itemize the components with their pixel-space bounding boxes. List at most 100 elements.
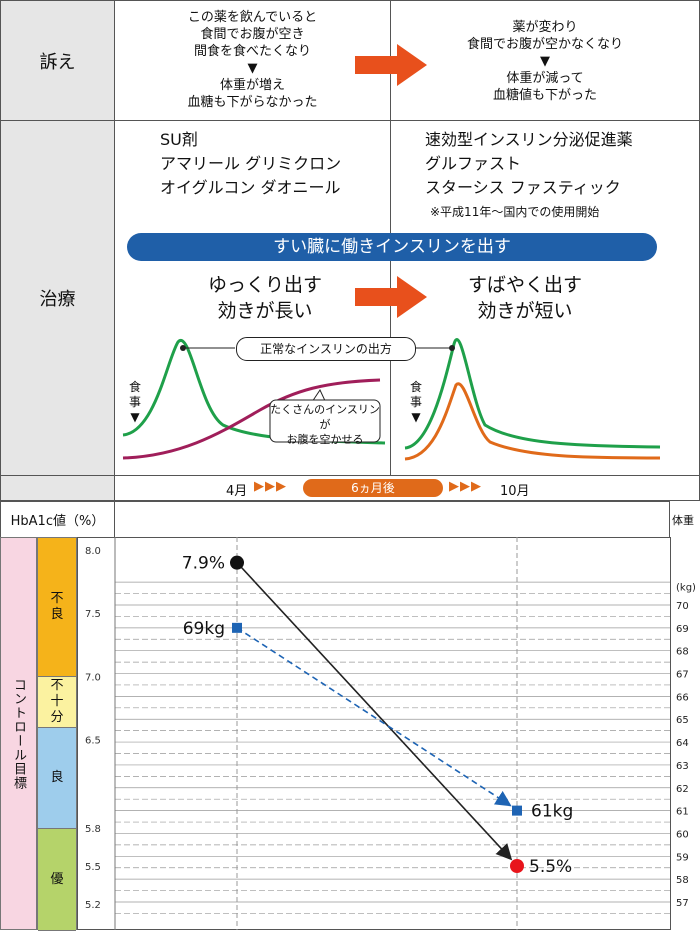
callout-line: お腹を空かせる <box>286 433 364 446</box>
band-3: 優 <box>38 829 76 931</box>
hba1c-tick: 5.5 <box>85 862 101 873</box>
weight-header: 体重 <box>672 514 694 527</box>
meal-label-left: 食事 ▼ <box>128 380 142 425</box>
hba1c-line <box>236 562 513 861</box>
after-drug-line: スターシス ファスティック <box>425 178 621 197</box>
complaint-after-line: 血糖値も下がった <box>492 88 597 103</box>
hba1c-tick: 7.5 <box>85 609 101 620</box>
before-drug-list: SU剤アマリール グリミクロン オイグルコン ダオニール <box>160 128 341 200</box>
band-label: 不十分 <box>50 678 64 726</box>
treatment-arrow-icon <box>355 276 427 318</box>
complaint-after-line: 食間でお腹が空かなくなり <box>466 37 623 52</box>
weight-tick: 60 <box>676 829 689 840</box>
before-drug-line: オイグルコン ダオニール <box>160 178 341 197</box>
band-1: 不十分 <box>38 677 76 728</box>
insulin-curves <box>122 338 661 461</box>
treatment-label: 治療 <box>39 289 76 310</box>
control-target-label: コントロール目標 <box>0 537 37 930</box>
weight-tick: 61 <box>676 807 689 818</box>
hba1c-label-start: 7.9% <box>182 554 225 574</box>
band-2: 良 <box>38 727 76 830</box>
weight-line <box>236 627 512 807</box>
after-drug-list: 速効型インスリン分泌促進薬 グルファストスターシス ファスティック <box>425 128 633 200</box>
complaint-after-line: ▼ <box>540 54 550 69</box>
weight-label-start: 69kg <box>183 619 225 639</box>
header-strip <box>114 501 670 538</box>
complaint-after-line: 薬が変わり <box>512 20 578 35</box>
after-effect-line: 効きが短い <box>477 300 573 322</box>
treatment-row-label: 治療 <box>0 120 115 476</box>
weight-tick: 68 <box>676 647 689 658</box>
weight-label-end: 61kg <box>531 802 573 822</box>
after-drug-line: 速効型インスリン分泌促進薬 <box>425 130 633 149</box>
complaint-before: この薬を飲んでいると 食間でお腹が空き 間食を食べたくなり ▼ 体重が増え 血糖も下がらな… <box>114 0 391 121</box>
weight-tick: 58 <box>676 875 689 886</box>
hba1c-label-end: 5.5% <box>529 857 572 877</box>
hba1c-header: HbA1c値（%） <box>0 501 115 538</box>
weight-tick: 69 <box>676 624 689 635</box>
timeline-end: 10月 <box>500 484 530 499</box>
meal-left-line: 食 <box>128 380 141 394</box>
meal-right-line: 事 <box>409 395 422 409</box>
before-effect-line: ゆっくり出す <box>207 274 322 296</box>
normal-curve-right <box>404 338 661 450</box>
band-label: 不良 <box>50 591 64 623</box>
hba1c-tick: 8.0 <box>85 546 101 557</box>
complaint-label: 訴え <box>39 51 76 73</box>
meal-right-line: ▼ <box>411 410 421 424</box>
weight-point-start <box>232 622 242 633</box>
meal-left-line: 事 <box>128 395 141 409</box>
after-effect-line: すばやく出す <box>467 274 582 296</box>
hba1c-tick: 6.5 <box>85 736 101 747</box>
hba1c-point-start <box>230 555 244 570</box>
timeline-arrows-right: ▶▶▶ <box>449 479 482 494</box>
weight-point-end <box>512 805 522 816</box>
after-note: ※平成11年～国内での使用開始 <box>430 205 600 219</box>
complaint-row-label: 訴え <box>0 0 115 121</box>
before-drug-line: SU剤 <box>160 130 198 149</box>
complaint-before-line: この薬を飲んでいると <box>187 10 318 25</box>
timeline-pill: 6ヵ月後 <box>303 479 443 497</box>
after-effect: すばやく出す 効きが短い <box>460 272 590 324</box>
meal-left-line: ▼ <box>130 410 140 424</box>
fast-curve <box>404 382 661 461</box>
complaint-before-line: 体重が増え <box>219 78 285 93</box>
hba1c-tick: 7.0 <box>85 672 101 683</box>
band-label: 良 <box>50 770 64 785</box>
weight-tick: 62 <box>676 784 689 795</box>
hba1c-point-end <box>510 859 524 873</box>
weight-tick: 70 <box>676 601 689 612</box>
complaint-after: 薬が変わり食間でお腹が空かなくなり ▼ 体重が減って 血糖値も下がった <box>390 0 700 121</box>
slow-curve <box>122 378 381 460</box>
before-effect-line: 効きが長い <box>217 300 313 322</box>
weight-tick: 67 <box>676 670 689 681</box>
weight-tick: 59 <box>676 852 689 863</box>
timeline-left <box>0 475 115 501</box>
band-0: 不良 <box>38 538 76 678</box>
timeline-arrows-left: ▶▶▶ <box>254 479 287 494</box>
weight-tick: 57 <box>676 898 689 909</box>
complaint-before-line: 食間でお腹が空き <box>200 27 305 42</box>
band-label: 優 <box>50 871 64 887</box>
weight-tick: 63 <box>676 761 689 772</box>
weight-tick: 64 <box>676 738 689 749</box>
weight-tick: 66 <box>676 692 689 703</box>
callout: たくさんのインスリンが お腹を空かせる <box>270 402 380 447</box>
chart-frame <box>77 537 671 930</box>
hba1c-tick: 5.2 <box>85 900 101 911</box>
before-drug-line: アマリール グリミクロン <box>160 154 342 173</box>
hba1c-weight-chart: 8.0 7.5 7.0 6.5 5.8 5.5 5.2 (kg) 70 69 68 67 66 65 64 6… <box>77 537 696 930</box>
complaint-before-line: 血糖も下がらなかった <box>187 95 318 110</box>
weight-unit: (kg) <box>676 583 696 594</box>
control-bands: 不良 不十分良優 <box>37 537 77 931</box>
meal-right-line: 食 <box>409 380 422 394</box>
timeline-start: 4月 <box>226 484 248 499</box>
normal-label: 正常なインスリンの出方 <box>236 337 416 361</box>
complaint-after-line: 体重が減って <box>506 71 584 86</box>
weight-tick: 65 <box>676 715 689 726</box>
meal-label-right: 食事 ▼ <box>409 380 423 425</box>
before-effect: ゆっくり出す 効きが長い <box>200 272 330 324</box>
banner: すい臓に働きインスリンを出す <box>127 233 657 261</box>
after-drug-line: グルファスト <box>425 154 522 173</box>
complaint-before-line: ▼ <box>247 61 258 76</box>
